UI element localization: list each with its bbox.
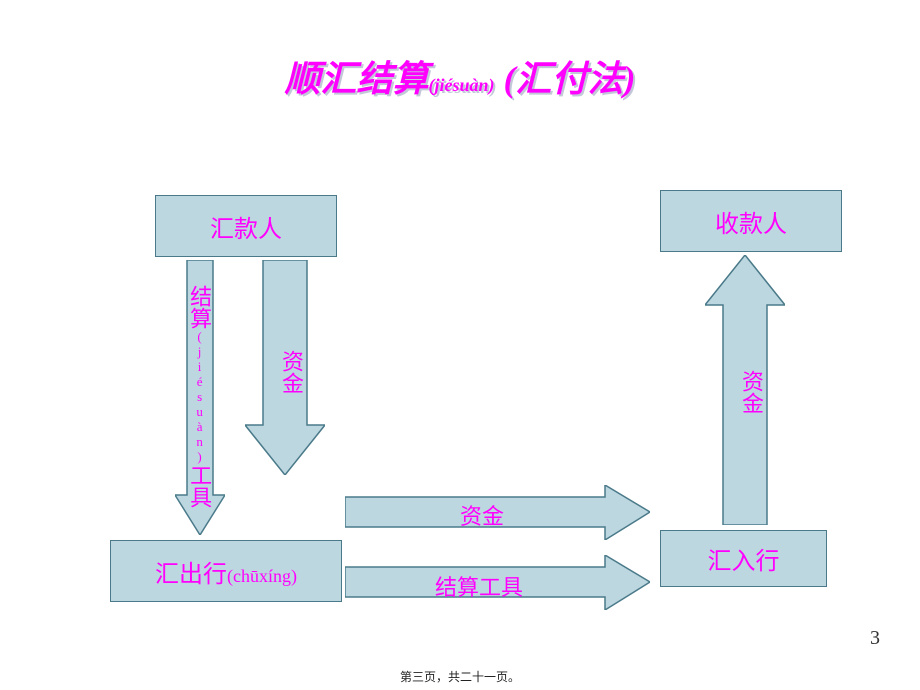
title-suffix: (汇付法) (495, 59, 636, 99)
arrow-a4-label: 结算工具 (435, 570, 523, 602)
node-remitter-label: 汇款人 (210, 209, 282, 244)
node-sending-bank-label: 汇出行(chūxíng) (155, 554, 297, 589)
node-payee: 收款人 (660, 190, 842, 252)
node-sending-bank: 汇出行(chūxíng) (110, 540, 342, 602)
node-remitter: 汇款人 (155, 195, 337, 257)
title-main: 顺汇结算 (284, 59, 428, 99)
node-payee-label: 收款人 (715, 204, 787, 239)
arrow-a2-label: 资金 (275, 350, 307, 394)
page-number: 3 (870, 627, 880, 650)
slide-container: 顺汇结算(jiésuàn) (汇付法) 汇款人 收款人 汇出行(chūxíng)… (0, 0, 920, 690)
node-receiving-bank: 汇入行 (660, 530, 827, 587)
arrow-a5-label: 资金 (735, 370, 767, 414)
slide-title: 顺汇结算(jiésuàn) (汇付法) (0, 50, 920, 102)
arrow-a1-label: 结算(jiésuàn)工具 (188, 285, 211, 508)
arrow-a3-label: 资金 (460, 499, 504, 531)
footer-text: 第三页，共二十一页。 (0, 668, 920, 685)
title-pinyin: (jiésuàn) (429, 75, 495, 95)
node-receiving-bank-label: 汇入行 (708, 541, 780, 576)
